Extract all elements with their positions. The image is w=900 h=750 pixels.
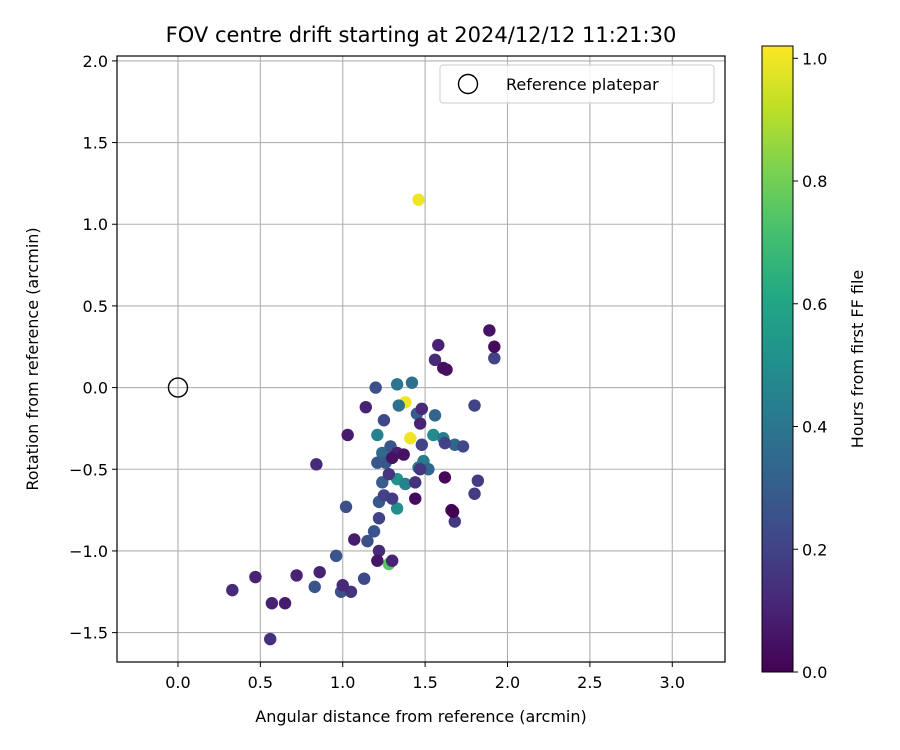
y-tick-label: 1.0 [83,215,108,234]
colorbar-tick-label: 0.0 [802,663,827,682]
data-point [428,409,442,422]
data-point [415,438,429,451]
data-point [468,399,481,412]
colorbar-tick-label: 0.2 [802,540,827,559]
data-point [371,428,384,442]
y-tick-label: 0.0 [83,379,108,398]
legend: Reference platepar [439,64,715,104]
data-point [278,596,292,610]
colorbar: 0.0 0.2 0.4 0.6 0.8 1.0 Hours from first FF f… [761,45,867,682]
chart-title: FOV centre drift starting at 2024/12/12 … [166,23,677,47]
reference-marker [167,377,189,398]
data-point [339,500,353,514]
colorbar-tick-label: 1.0 [802,49,827,68]
data-point [385,451,399,465]
plot-frame [116,55,726,663]
data-point [348,533,361,546]
data-point [399,477,412,491]
data-point [372,512,386,525]
y-tick-label: 2.0 [83,52,108,71]
legend-box [439,64,715,104]
data-point [390,378,404,391]
y-axis-ticks: −1.5 −1.0 −0.5 0.0 0.5 1.0 1.5 2.0 [69,52,117,643]
data-point [483,324,496,337]
data-point [468,487,481,500]
data-point [456,440,470,453]
grid-lines [117,56,725,662]
data-point [371,456,384,469]
data-point [412,193,425,206]
colorbar-ticks: 0.0 0.2 0.4 0.6 0.8 1.0 [793,49,827,682]
data-point [438,471,452,484]
data-point [367,525,381,538]
x-tick-label: 2.0 [495,673,520,692]
data-point [397,448,410,461]
data-point [249,570,262,584]
data-point [390,502,404,515]
data-point [392,399,405,412]
y-tick-label: −1.5 [69,624,108,643]
data-point [438,436,452,450]
data-point [265,596,279,610]
data-point [432,338,445,352]
data-point [446,505,460,518]
data-point [440,363,453,376]
data-point [488,340,501,353]
y-tick-label: −1.0 [69,542,108,561]
data-point [372,544,386,558]
y-tick-label: 1.5 [83,134,108,153]
colorbar-tick-label: 0.4 [802,418,827,437]
data-point [404,432,417,445]
y-tick-label: −0.5 [69,460,108,479]
x-tick-label: 0.0 [165,673,190,692]
data-point [385,492,399,505]
legend-reference-marker [457,73,479,95]
colorbar-tick-label: 0.8 [802,172,827,191]
data-point [377,414,391,427]
data-point [415,402,429,416]
x-tick-label: 1.0 [330,673,355,692]
data-point [357,572,371,585]
data-point [413,463,427,476]
data-point [308,580,321,594]
data-point [361,534,374,548]
data-point [385,554,399,567]
colorbar-label: Hours from first FF file [848,270,867,449]
x-tick-label: 2.5 [577,673,602,692]
data-point [409,476,422,489]
data-point [341,428,354,442]
x-axis-ticks: 0.0 0.5 1.0 1.5 2.0 2.5 3.0 [165,662,685,692]
data-points [226,193,501,646]
data-point [359,400,373,414]
data-point [471,474,485,487]
data-point [329,549,343,563]
colorbar-tick-label: 0.6 [802,295,827,314]
data-point [488,351,501,365]
data-point [336,579,349,592]
data-point [264,632,277,646]
data-point [313,565,326,579]
x-tick-label: 1.5 [412,673,437,692]
data-point [290,569,303,582]
data-point [405,376,419,389]
x-tick-label: 0.5 [248,673,273,692]
data-point [427,428,440,442]
data-point [382,467,396,481]
data-point [409,492,422,505]
legend-entry-reference: Reference platepar [506,75,659,94]
data-point [371,554,384,567]
data-point [226,583,239,597]
x-tick-label: 3.0 [660,673,685,692]
reference-point [167,377,189,398]
data-point [369,381,382,394]
colorbar-gradient [761,45,794,673]
data-point [448,515,461,528]
data-point [413,417,427,430]
x-axis-label: Angular distance from reference (arcmin) [255,707,586,726]
y-tick-label: 0.5 [83,297,108,316]
data-point [310,458,323,471]
data-point [428,353,442,367]
y-axis-label: Rotation from reference (arcmin) [23,227,42,490]
